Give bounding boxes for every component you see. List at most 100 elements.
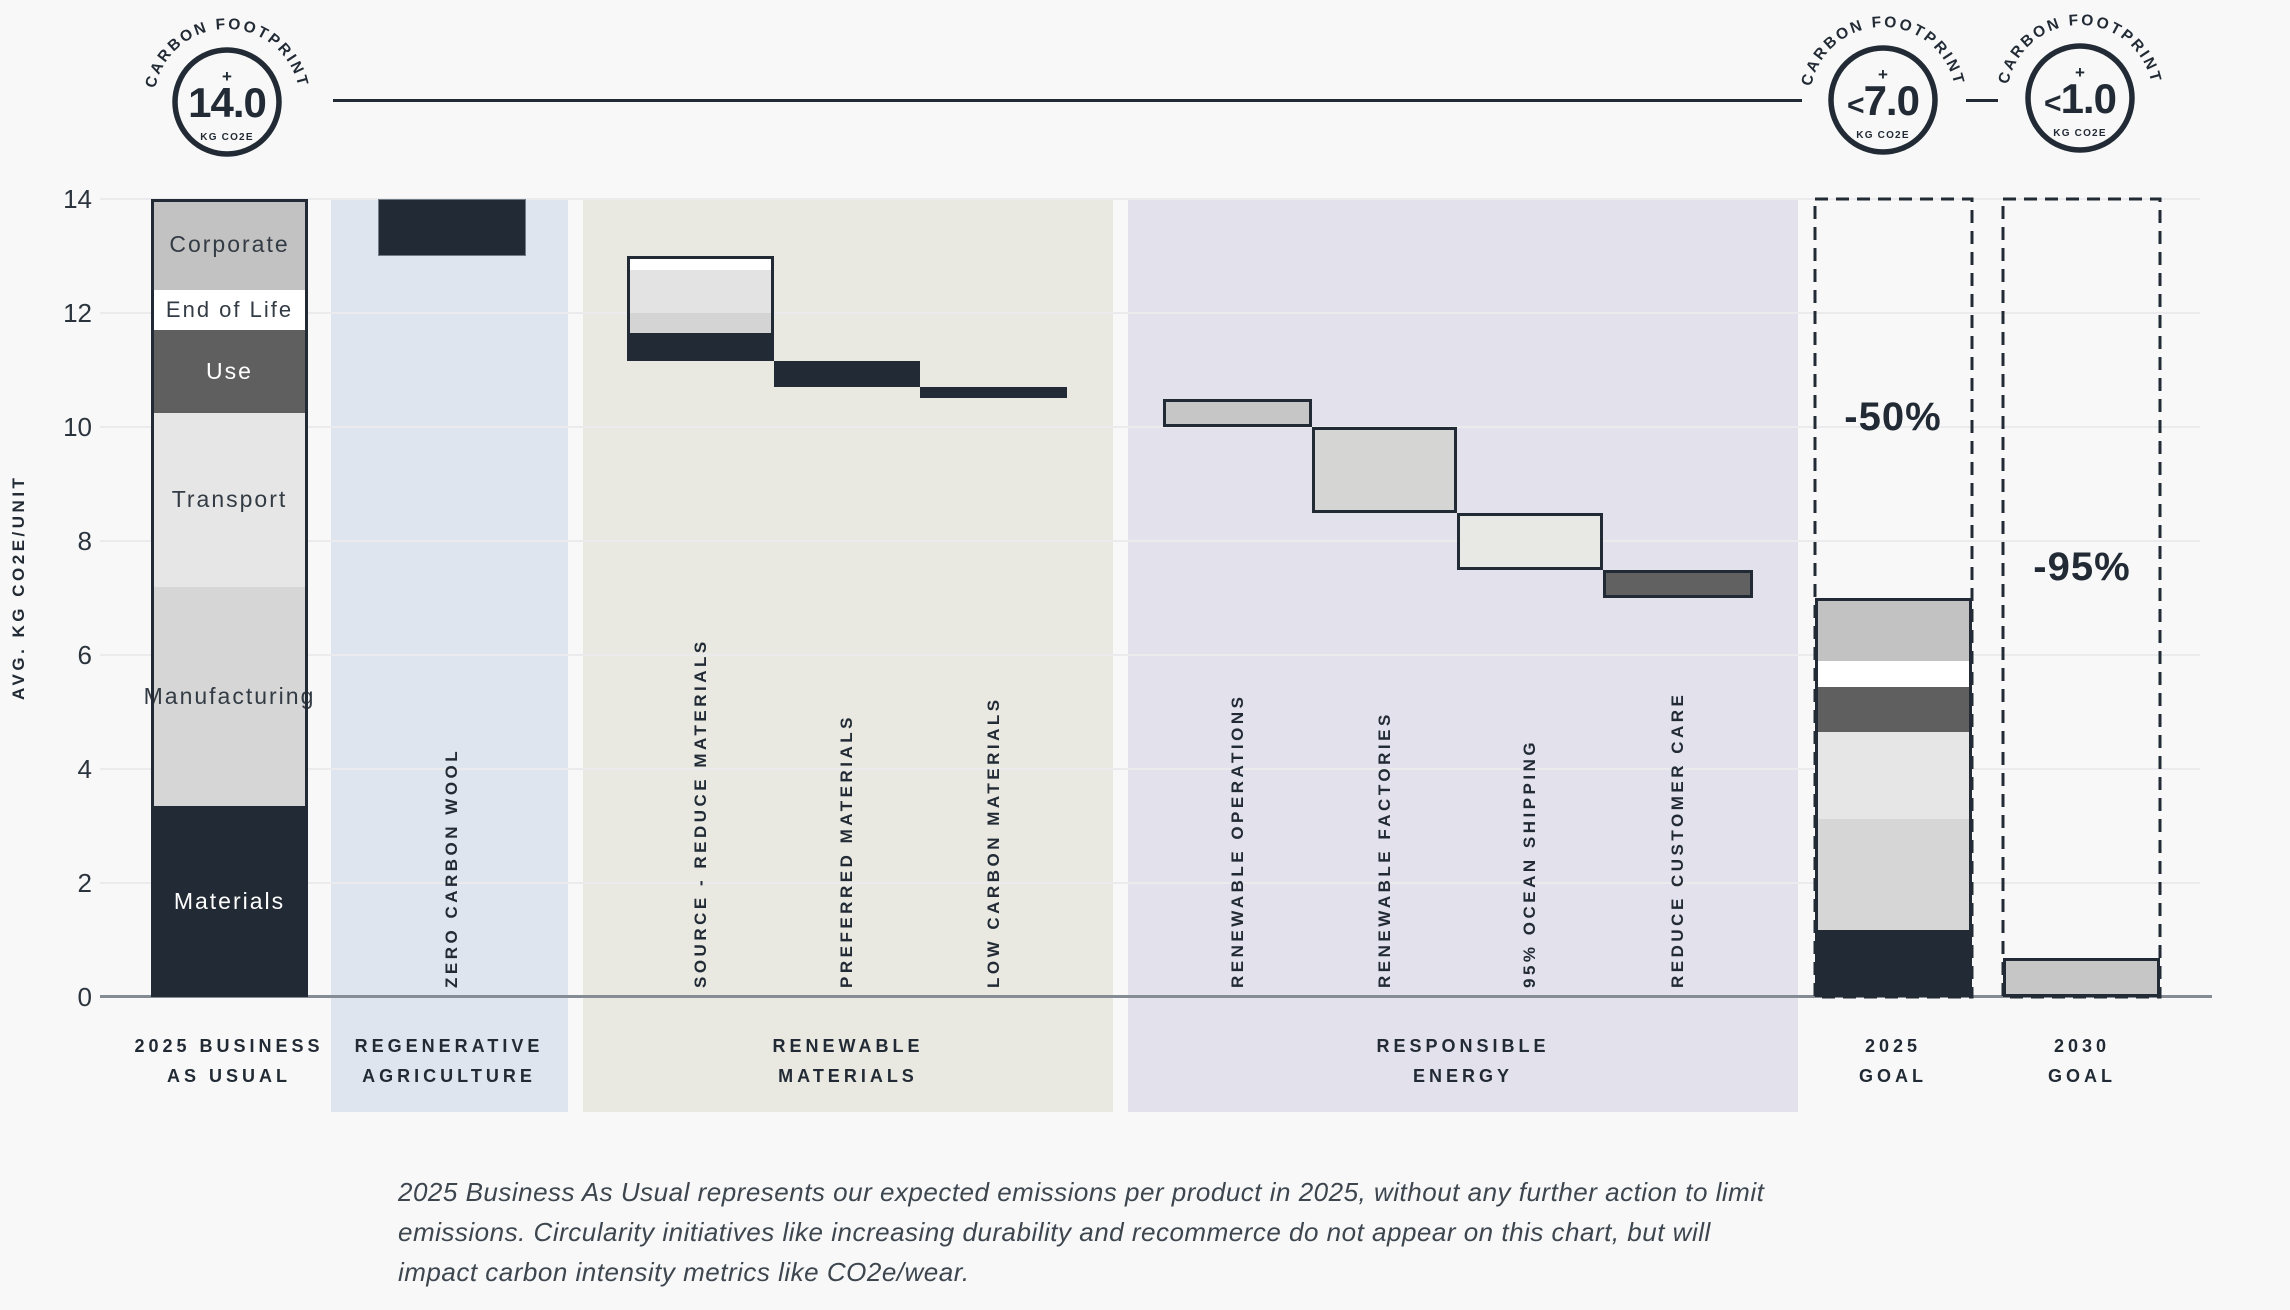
column-label-regenerative-agriculture: REGENERATIVE AGRICULTURE — [289, 1031, 609, 1091]
badge-connector-line — [333, 99, 1802, 102]
footnote: 2025 Business As Usual represents our ex… — [398, 1172, 1764, 1292]
pct-label-goal-2025: -50% — [1844, 394, 1942, 439]
bar-segment-transport — [151, 412, 308, 587]
bar-renewable-operations — [1163, 398, 1312, 427]
gridline — [100, 540, 2200, 542]
svg-text:14.0: 14.0 — [188, 79, 266, 126]
carbon-footprint-badge: CARBON FOOTPRINT+<1.0KG CO2E — [1995, 12, 2162, 153]
column-label-goal-2030: 2030 GOAL — [1922, 1031, 2242, 1091]
tick-label-8: 8 — [77, 526, 92, 556]
column-label-responsible-energy: RESPONSIBLE ENERGY — [1303, 1031, 1623, 1091]
svg-text:<1.0: <1.0 — [2044, 75, 2116, 122]
column-label-renewable-materials: RENEWABLE MATERIALS — [688, 1031, 1008, 1091]
bar-segment-label: End of Life — [165, 297, 294, 323]
svg-text:KG CO2E: KG CO2E — [1856, 130, 1909, 141]
goal-segment-remaining — [2003, 958, 2160, 997]
bar-segment-manufacturing — [151, 586, 308, 807]
column-label-line: 2030 — [2053, 1036, 2111, 1056]
goal-2030-bar-outline — [2003, 958, 2160, 997]
goal-segment-end-of-life — [1815, 660, 1972, 688]
bar-segment-materials — [151, 806, 308, 997]
bar-customer-care-outline — [1603, 569, 1753, 598]
vertical-label-renewable-operations: RENEWABLE OPERATIONS — [1227, 693, 1247, 988]
bar-segment-corporate — [151, 199, 308, 291]
gridline — [100, 654, 2200, 656]
vertical-label-zero-carbon-wool: ZERO CARBON WOOL — [442, 747, 461, 988]
vertical-label-renewable-factories: RENEWABLE FACTORIES — [1374, 711, 1394, 988]
tick-label-10: 10 — [63, 412, 92, 442]
badge-circle — [172, 47, 282, 157]
goal-box-goal-2025 — [1813, 197, 1974, 999]
column-label-line: RENEWABLE — [772, 1036, 924, 1056]
footnote-line: emissions. Circularity initiatives like … — [398, 1217, 1711, 1247]
bar-ocean-shipping — [1457, 512, 1603, 570]
bar-segment-label: Transport — [171, 486, 288, 513]
bar-segment-source-reduce-materials — [627, 313, 774, 333]
bar-segment-label: Use — [206, 357, 253, 384]
bar-renewable-factories — [1312, 427, 1457, 513]
bar-ocean-shipping-outline — [1457, 512, 1603, 570]
goal-segment-use — [1815, 687, 1972, 732]
svg-text:+: + — [222, 67, 232, 86]
column-label-line: MATERIALS — [778, 1066, 918, 1086]
goal-segment-materials — [1815, 930, 1972, 997]
gridline — [100, 198, 2200, 200]
column-label-line: REGENERATIVE — [354, 1036, 544, 1056]
vertical-label-customer-care: REDUCE CUSTOMER CARE — [1668, 691, 1687, 988]
column-label-line: GOAL — [2048, 1066, 2116, 1086]
bar-renewable-operations-outline — [1163, 398, 1312, 427]
tick-label-2: 2 — [77, 868, 92, 898]
column-label-line: GOAL — [1859, 1066, 1927, 1086]
tick-label-0: 0 — [77, 982, 92, 1012]
bar-segment-source-reduce-materials — [627, 270, 774, 313]
column-label-line: 2025 — [1864, 1036, 1922, 1056]
badge-dash — [1966, 99, 1998, 102]
bar-zero-carbon-wool — [378, 199, 526, 256]
bar-segment-label: Corporate — [169, 231, 290, 258]
bar-customer-care — [1603, 569, 1753, 598]
goal-2025-bar-outline — [1815, 598, 1972, 997]
vertical-label-source-reduce-materials: SOURCE - REDUCE MATERIALS — [690, 638, 710, 988]
gridline — [100, 768, 2200, 770]
bar-segment-source-reduce-materials — [627, 332, 774, 362]
vertical-label-preferred-materials: PREFERRED MATERIALS — [837, 714, 856, 988]
column-label-line: RESPONSIBLE — [1376, 1036, 1550, 1056]
goal-segment-manufacturing — [1815, 819, 1972, 931]
goal-segment-corporate — [1815, 598, 1972, 661]
bar-segment-source-reduce-materials — [627, 256, 774, 271]
column-label-line: AS USUAL — [166, 1066, 291, 1086]
carbon-footprint-badge: CARBON FOOTPRINT+<7.0KG CO2E — [1798, 14, 1965, 155]
tick-label-12: 12 — [63, 298, 92, 328]
column-label-goal-2025: 2025 GOAL — [1733, 1031, 2053, 1091]
bar-low-carbon-materials — [920, 387, 1067, 399]
y-axis-title: AVG. KG CO2E/UNIT — [9, 474, 28, 700]
carbon-footprint-badge: CARBON FOOTPRINT+14.0KG CO2E — [142, 16, 309, 157]
footnote-line: impact carbon intensity metrics like CO2… — [398, 1257, 970, 1287]
bar-segment-use — [151, 330, 308, 413]
bar-source-reduce-materials-outline — [627, 256, 774, 362]
column-label-line: AGRICULTURE — [362, 1066, 536, 1086]
gridline — [100, 882, 2200, 884]
tick-label-6: 6 — [77, 640, 92, 670]
column-label-line: ENERGY — [1412, 1066, 1514, 1086]
svg-text:+: + — [2075, 63, 2085, 82]
vertical-label-low-carbon-materials: LOW CARBON MATERIALS — [983, 696, 1003, 988]
bar-segment-end-of-life — [151, 290, 308, 331]
gridline — [100, 312, 2200, 314]
bar-segment-label: Materials — [173, 888, 286, 915]
gridline — [100, 426, 2200, 428]
x-axis-line — [100, 995, 2212, 998]
svg-text:+: + — [1878, 65, 1888, 84]
svg-text:KG CO2E: KG CO2E — [2053, 128, 2106, 139]
goal-segment-transport — [1815, 731, 1972, 820]
badge-circle — [2025, 43, 2135, 153]
column-label-bau: 2025 BUSINESS AS USUAL — [69, 1031, 389, 1091]
bar-renewable-factories-outline — [1312, 427, 1457, 513]
bar-preferred-materials — [774, 361, 920, 388]
badge-circle — [1828, 45, 1938, 155]
vertical-label-ocean-shipping: 95% OCEAN SHIPPING — [1520, 738, 1539, 988]
svg-text:<7.0: <7.0 — [1847, 77, 1919, 124]
pct-label-goal-2030: -95% — [2033, 544, 2131, 589]
svg-text:KG CO2E: KG CO2E — [200, 132, 253, 143]
